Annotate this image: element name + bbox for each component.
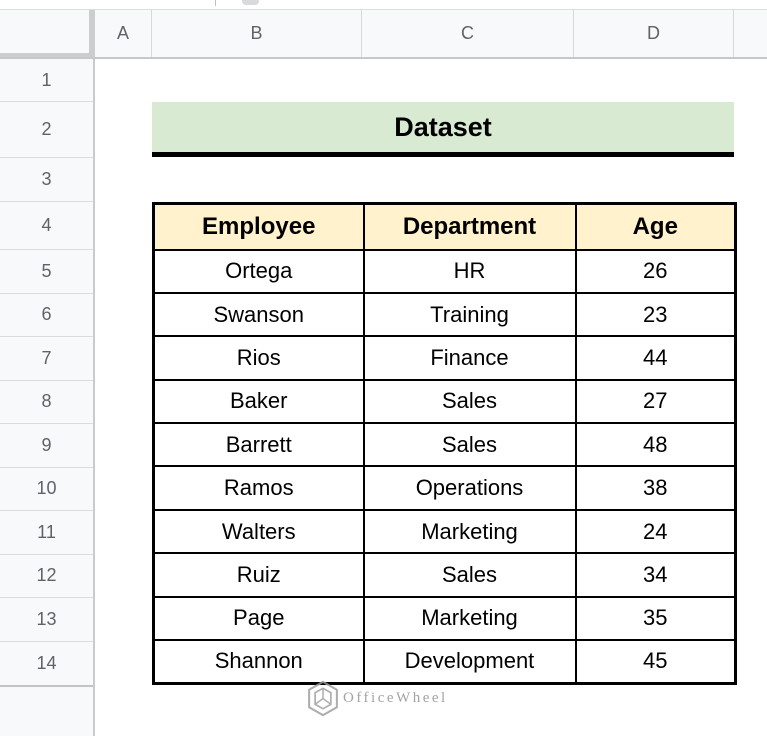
table-header-cell-employee[interactable]: Employee	[152, 202, 365, 251]
row-header-column: 1 2 3 4 5 6 7 8 9 10 11 12 13 14	[0, 59, 95, 736]
row-header-1[interactable]: 1	[0, 59, 93, 102]
table-row-2: Swanson Training 23	[152, 291, 737, 338]
toolbar-remnant-divider	[215, 0, 216, 6]
table-header-cell-age[interactable]: Age	[574, 202, 737, 251]
column-header-a[interactable]: A	[95, 10, 152, 57]
table-row-4: Baker Sales 27	[152, 378, 737, 425]
table-header-row: Employee Department Age	[152, 202, 737, 251]
column-header-c[interactable]: C	[362, 10, 574, 57]
table-cell[interactable]: Swanson	[152, 291, 365, 338]
table-cell[interactable]: Development	[362, 639, 577, 685]
table-row-10: Shannon Development 45	[152, 639, 737, 685]
row-header-4[interactable]: 4	[0, 202, 93, 250]
row-header-11[interactable]: 11	[0, 511, 93, 555]
table-cell[interactable]: 34	[574, 552, 737, 598]
table-cell[interactable]: 23	[574, 291, 737, 338]
table-row-3: Rios Finance 44	[152, 335, 737, 381]
table-cell[interactable]: HR	[362, 248, 577, 294]
table-cell[interactable]: 24	[574, 508, 737, 555]
table-cell[interactable]: Walters	[152, 508, 365, 555]
table-cell[interactable]: Page	[152, 595, 365, 642]
toolbar-remnant-control	[242, 0, 259, 5]
table-row-6: Ramos Operations 38	[152, 465, 737, 511]
data-table: Employee Department Age Ortega HR 26 Swanson T…	[152, 202, 737, 685]
table-row-8: Ruiz Sales 34	[152, 552, 737, 598]
table-cell[interactable]: Sales	[362, 552, 577, 598]
table-cell[interactable]: 38	[574, 465, 737, 511]
row-header-9[interactable]: 9	[0, 424, 93, 468]
data-table-head: Employee Department Age	[152, 202, 737, 251]
table-header-cell-department[interactable]: Department	[362, 202, 577, 251]
select-all-corner[interactable]	[0, 10, 95, 57]
table-cell[interactable]: Baker	[152, 378, 365, 425]
table-cell[interactable]: Ortega	[152, 248, 365, 294]
column-header-e-partial[interactable]	[734, 10, 767, 57]
row-header-5[interactable]: 5	[0, 250, 93, 294]
table-cell[interactable]: Training	[362, 291, 577, 338]
row-header-12[interactable]: 12	[0, 555, 93, 598]
table-cell[interactable]: Barrett	[152, 422, 365, 468]
table-cell[interactable]: Ruiz	[152, 552, 365, 598]
column-header-d[interactable]: D	[574, 10, 734, 57]
table-row-9: Page Marketing 35	[152, 595, 737, 642]
row-header-3[interactable]: 3	[0, 158, 93, 202]
column-header-b[interactable]: B	[152, 10, 362, 57]
table-cell[interactable]: 48	[574, 422, 737, 468]
cell-title-dataset[interactable]: Dataset	[152, 102, 734, 157]
table-cell[interactable]: Rios	[152, 335, 365, 381]
table-cell[interactable]: Shannon	[152, 639, 365, 685]
table-cell[interactable]: Marketing	[362, 508, 577, 555]
table-row-7: Walters Marketing 24	[152, 508, 737, 555]
row-header-7[interactable]: 7	[0, 337, 93, 381]
table-row-1: Ortega HR 26	[152, 248, 737, 294]
row-header-8[interactable]: 8	[0, 381, 93, 424]
table-cell[interactable]: 35	[574, 595, 737, 642]
column-header-row: A B C D	[0, 9, 767, 59]
table-cell[interactable]: 27	[574, 378, 737, 425]
table-cell[interactable]: Sales	[362, 378, 577, 425]
officewheel-hexagon-logo-icon	[308, 680, 338, 717]
row-header-2[interactable]: 2	[0, 102, 93, 158]
table-cell[interactable]: Operations	[362, 465, 577, 511]
table-row-5: Barrett Sales 48	[152, 422, 737, 468]
table-cell[interactable]: 45	[574, 639, 737, 685]
row-header-15[interactable]	[0, 685, 93, 736]
row-header-10[interactable]: 10	[0, 468, 93, 511]
table-cell[interactable]: Sales	[362, 422, 577, 468]
row-header-14[interactable]: 14	[36, 652, 57, 673]
table-cell[interactable]: Finance	[362, 335, 577, 381]
row-header-13[interactable]: 13	[0, 598, 93, 642]
officewheel-watermark: OfficeWheel	[306, 680, 448, 717]
table-cell[interactable]: Marketing	[362, 595, 577, 642]
table-cell[interactable]: 44	[574, 335, 737, 381]
row-header-6[interactable]: 6	[0, 294, 93, 337]
table-cell[interactable]: Ramos	[152, 465, 365, 511]
officewheel-watermark-text: OfficeWheel	[343, 690, 448, 706]
data-table-body: Ortega HR 26 Swanson Training 23 Rios Finance 44…	[152, 248, 737, 685]
table-cell[interactable]: 26	[574, 248, 737, 294]
